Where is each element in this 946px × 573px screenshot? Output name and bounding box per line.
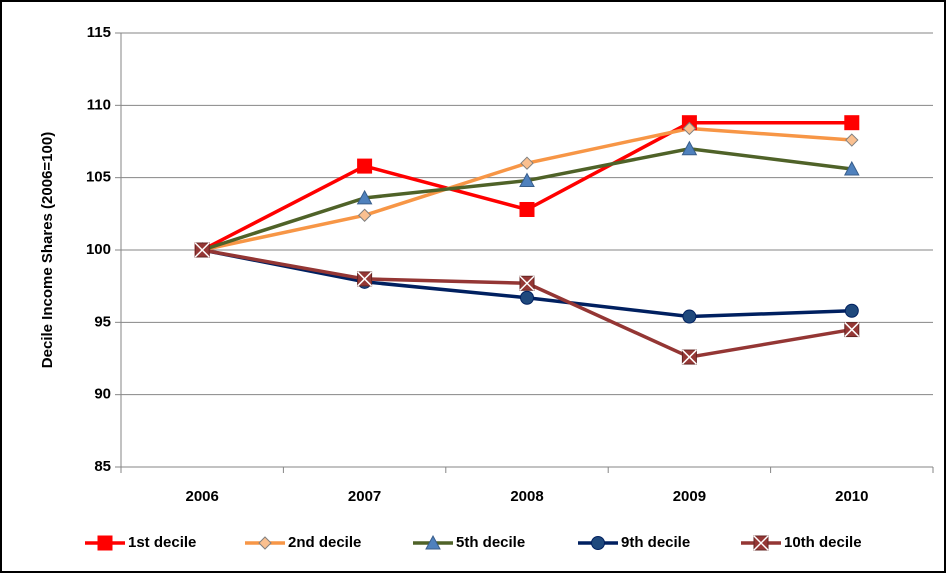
x-tick-label: 2007: [348, 488, 381, 505]
marker: [844, 303, 859, 318]
y-tick-label: 105: [86, 169, 111, 186]
marker: [843, 160, 860, 176]
y-tick-label: 115: [87, 24, 111, 41]
marker-cross: [357, 271, 373, 287]
marker-cross: [194, 242, 210, 258]
legend-label: 2nd decile: [288, 534, 361, 551]
marker: [845, 133, 859, 147]
marker-cross: [753, 535, 769, 551]
marker: [682, 121, 697, 136]
x-tick-label: 2009: [673, 488, 706, 505]
y-tick-label: 85: [94, 458, 111, 475]
marker: [519, 172, 535, 188]
marker: [357, 208, 372, 222]
marker: [520, 156, 534, 170]
y-axis-title: Decile Income Shares (2006=100): [39, 132, 56, 368]
marker: [97, 535, 113, 551]
marker: [357, 158, 373, 174]
y-tick-label: 110: [87, 96, 111, 113]
marker-cross: [844, 322, 860, 338]
x-tick-label: 2008: [510, 488, 543, 505]
y-tick-label: 100: [86, 241, 111, 258]
marker: [844, 115, 860, 131]
marker: [519, 201, 535, 217]
legend-label: 5th decile: [456, 534, 525, 551]
legend-label: 10th decile: [784, 534, 862, 551]
marker: [425, 534, 441, 550]
marker-cross: [519, 275, 535, 291]
legend-label: 1st decile: [128, 534, 196, 551]
y-tick-label: 95: [94, 313, 111, 330]
marker: [681, 140, 698, 156]
x-tick-label: 2006: [186, 488, 219, 505]
marker-cross: [681, 349, 697, 365]
marker: [356, 189, 373, 205]
legend-label: 9th decile: [621, 534, 690, 551]
marker: [520, 290, 534, 305]
marker: [258, 536, 272, 550]
marker: [682, 309, 697, 324]
x-tick-label: 2010: [835, 488, 868, 505]
y-tick-label: 90: [94, 386, 111, 403]
marker: [591, 536, 605, 550]
